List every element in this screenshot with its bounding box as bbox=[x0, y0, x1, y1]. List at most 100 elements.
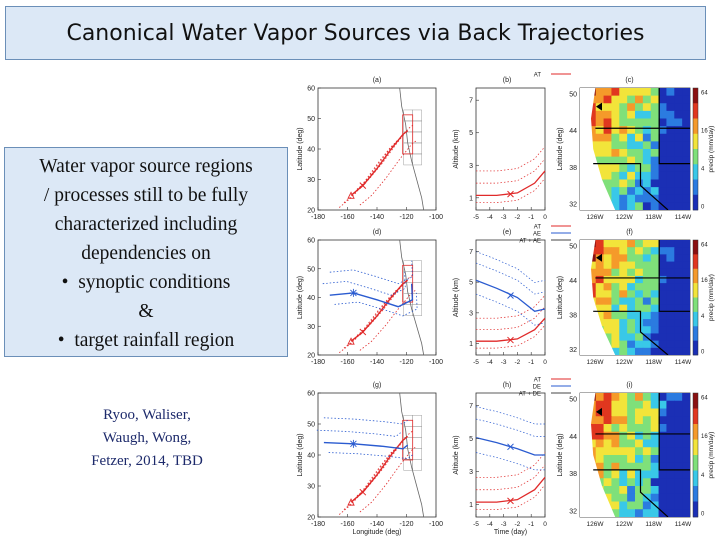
precip-cell bbox=[627, 187, 636, 196]
bullet-item: • synoptic conditions bbox=[61, 272, 231, 293]
precip-cell bbox=[658, 416, 667, 425]
precip-cell bbox=[619, 393, 628, 402]
precip-cell bbox=[658, 326, 667, 334]
precip-cell bbox=[650, 103, 660, 112]
precip-cell bbox=[611, 347, 620, 355]
precip-cell bbox=[650, 326, 660, 334]
precip-cell bbox=[587, 347, 597, 355]
precip-cell bbox=[587, 304, 597, 313]
alt-ytick-label: 5 bbox=[469, 280, 473, 287]
precip-cell bbox=[635, 462, 644, 471]
precip-cell bbox=[658, 486, 667, 495]
red-trajectory-spread bbox=[343, 286, 401, 349]
precip-cell bbox=[595, 326, 605, 334]
precip-cell bbox=[619, 194, 628, 203]
bullet-connector: & bbox=[138, 301, 154, 322]
precip-cell bbox=[619, 126, 628, 135]
precip-cell bbox=[611, 268, 620, 277]
precip-cell bbox=[627, 247, 636, 255]
precip-cell bbox=[642, 133, 652, 142]
red-altitude-line bbox=[476, 170, 546, 197]
precip-cell bbox=[603, 156, 612, 165]
precip-cell bbox=[642, 283, 652, 291]
precip-cell bbox=[650, 416, 660, 425]
precip-cell bbox=[587, 254, 597, 263]
precip-cell bbox=[642, 194, 652, 203]
precip-cell bbox=[658, 240, 667, 248]
alt-xtick-label: -1 bbox=[528, 521, 534, 528]
precip-cell bbox=[595, 304, 605, 313]
precip-cell bbox=[603, 149, 612, 158]
blue-trajectory-line bbox=[329, 283, 414, 308]
grid-cell bbox=[403, 282, 413, 294]
precip-cell bbox=[587, 171, 597, 180]
precip-cell bbox=[611, 311, 620, 320]
colorbar-tick-label: 64 bbox=[701, 91, 708, 97]
citation-line: Fetzer, 2014, TBD bbox=[91, 453, 203, 469]
precip-cell bbox=[595, 240, 605, 248]
precip-cell bbox=[682, 509, 690, 517]
precip-cell bbox=[666, 283, 675, 291]
blue-trajectory-spread bbox=[322, 272, 406, 296]
precip-cell bbox=[580, 455, 589, 464]
precip-cell bbox=[587, 194, 597, 203]
precip-cell bbox=[650, 141, 660, 150]
precip-cell bbox=[587, 261, 597, 270]
precip-cell bbox=[627, 103, 636, 112]
precip-cell bbox=[627, 311, 636, 320]
precip-panel-frame bbox=[579, 239, 691, 356]
title-banner: Canonical Water Vapor Sources via Back T… bbox=[5, 6, 706, 60]
blue-altitude-spread bbox=[475, 262, 546, 295]
precip-xtick-label: 122W bbox=[616, 521, 634, 528]
precip-cell bbox=[580, 268, 589, 277]
precip-cell bbox=[580, 393, 589, 402]
precip-cell bbox=[635, 187, 644, 196]
precip-cell bbox=[619, 416, 628, 425]
precip-cell bbox=[674, 455, 683, 464]
precip-cell bbox=[611, 486, 620, 495]
precip-cell bbox=[603, 141, 612, 150]
precip-cell bbox=[580, 319, 589, 327]
precip-cell bbox=[666, 470, 675, 479]
precip-cell bbox=[658, 103, 667, 112]
precip-cell bbox=[682, 493, 690, 502]
precip-cell bbox=[658, 297, 667, 306]
precip-cell bbox=[650, 470, 660, 479]
precip-cell bbox=[603, 110, 612, 119]
precip-cell bbox=[666, 462, 675, 471]
colorbar-tick-label: 4 bbox=[701, 314, 705, 320]
precip-cell bbox=[642, 439, 652, 448]
precip-ytick-label: 50 bbox=[569, 397, 577, 404]
blue-trajectory-spread bbox=[329, 260, 413, 285]
precip-cell bbox=[611, 202, 620, 210]
precip-cell bbox=[603, 347, 612, 355]
precip-cell bbox=[635, 103, 644, 112]
precip-cell bbox=[587, 416, 597, 425]
precip-cell bbox=[642, 164, 652, 173]
precip-cell bbox=[642, 268, 652, 277]
colorbar-tick-label: 4 bbox=[701, 473, 705, 479]
precip-cell bbox=[603, 462, 612, 471]
precip-cell bbox=[658, 509, 667, 517]
precip-cell bbox=[587, 311, 597, 320]
precip-cell bbox=[595, 333, 605, 342]
precip-cell bbox=[650, 275, 660, 284]
precip-field bbox=[580, 393, 690, 517]
precip-cell bbox=[635, 424, 644, 433]
precip-cell bbox=[642, 110, 652, 119]
map-panel-frame bbox=[317, 239, 437, 356]
grid-cell bbox=[412, 131, 422, 144]
precip-cell bbox=[619, 149, 628, 158]
colorbar-tick-label: 64 bbox=[701, 396, 708, 402]
precip-cell bbox=[642, 187, 652, 196]
precip-cell bbox=[635, 171, 644, 180]
precip-cell bbox=[595, 486, 605, 495]
precip-cell bbox=[635, 156, 644, 165]
precip-cell bbox=[595, 283, 605, 291]
bullet-icon: • bbox=[61, 272, 79, 293]
precip-cell bbox=[603, 194, 612, 203]
precip-cell bbox=[580, 88, 589, 97]
precip-cell bbox=[619, 240, 628, 248]
colorbar-segment bbox=[693, 133, 698, 150]
precip-cell bbox=[642, 247, 652, 255]
